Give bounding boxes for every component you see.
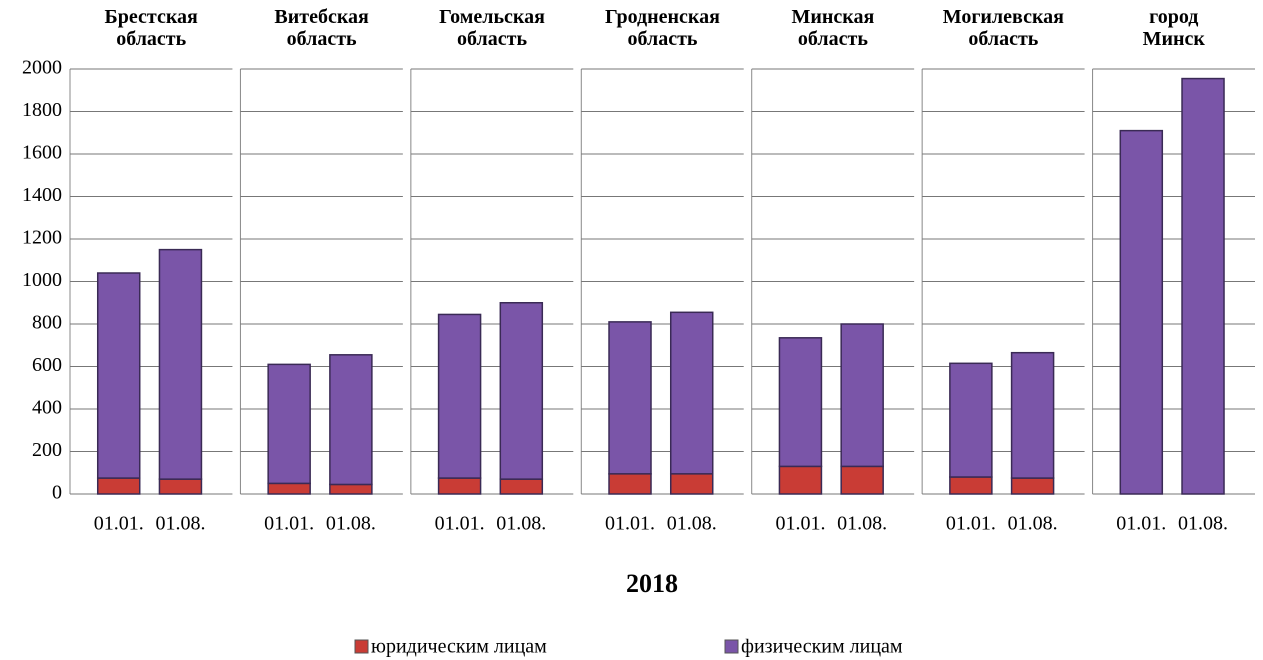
y-tick-label: 2000 xyxy=(22,57,62,79)
bar-segment xyxy=(158,478,203,495)
panel-title: Могилевская область xyxy=(942,6,1064,50)
x-tick-label: 01.08. xyxy=(155,513,205,535)
x-tick-label: 01.01. xyxy=(775,513,825,535)
panel-title: Минская область xyxy=(791,6,875,50)
bar-segment xyxy=(669,311,714,475)
y-tick-label: 0 xyxy=(52,482,62,504)
bar-segment xyxy=(1181,77,1225,495)
bar-segment xyxy=(778,465,823,495)
legend-label: физическим лицам xyxy=(741,636,903,658)
y-tick-label: 1600 xyxy=(22,142,62,164)
y-tick-label: 1000 xyxy=(22,269,62,291)
y-tick-label: 600 xyxy=(32,354,62,376)
x-tick-label: 01.01. xyxy=(94,513,144,535)
legend-label: юридическим лицам xyxy=(371,636,547,658)
panel-title: Гродненская область xyxy=(605,6,720,50)
y-tick-label: 1400 xyxy=(22,184,62,206)
x-tick-label: 01.01. xyxy=(435,513,485,535)
legend-swatch xyxy=(354,639,369,654)
bar-segment xyxy=(1010,477,1055,495)
bar-segment xyxy=(499,302,544,480)
bar-segment xyxy=(840,323,884,468)
y-tick-label: 1800 xyxy=(22,99,62,121)
bar-segment xyxy=(329,354,373,486)
bar-segment xyxy=(1010,351,1055,479)
bar-segment xyxy=(267,482,311,495)
bar-segment xyxy=(608,473,652,495)
bar-segment xyxy=(1119,129,1164,495)
x-tick-label: 01.08. xyxy=(837,513,887,535)
x-tick-label: 01.01. xyxy=(605,513,655,535)
y-tick-label: 1200 xyxy=(22,227,62,249)
x-tick-label: 01.01. xyxy=(946,513,996,535)
x-tick-label: 01.01. xyxy=(264,513,314,535)
panel-title: Брестская область xyxy=(104,6,198,50)
x-tick-label: 01.08. xyxy=(496,513,546,535)
x-tick-label: 01.01. xyxy=(1116,513,1166,535)
x-axis-title: 2018 xyxy=(626,569,678,598)
bar-segment xyxy=(669,473,714,495)
y-tick-label: 400 xyxy=(32,397,62,419)
x-tick-label: 01.08. xyxy=(326,513,376,535)
bar-segment xyxy=(840,465,884,495)
bar-segment xyxy=(949,476,993,495)
bar-segment xyxy=(437,477,482,495)
bar-segment xyxy=(949,362,993,478)
bar-segment xyxy=(96,477,141,495)
bar-segment xyxy=(437,313,482,479)
panel-title: Витебская область xyxy=(274,6,369,50)
y-tick-label: 800 xyxy=(32,312,62,334)
panel-title: город Минск xyxy=(1142,6,1205,50)
bar-segment xyxy=(778,337,823,468)
bar-segment xyxy=(499,478,544,495)
legend-swatch xyxy=(724,639,739,654)
bar-segment xyxy=(267,363,311,485)
x-tick-label: 01.08. xyxy=(1178,513,1228,535)
bar-segment xyxy=(158,248,203,480)
panel-title: Гомельская область xyxy=(439,6,545,50)
x-tick-label: 01.08. xyxy=(667,513,717,535)
y-tick-label: 200 xyxy=(32,439,62,461)
bar-segment xyxy=(608,321,652,475)
x-tick-label: 01.08. xyxy=(1008,513,1058,535)
bar-segment xyxy=(96,272,141,479)
bar-segment xyxy=(329,483,373,495)
